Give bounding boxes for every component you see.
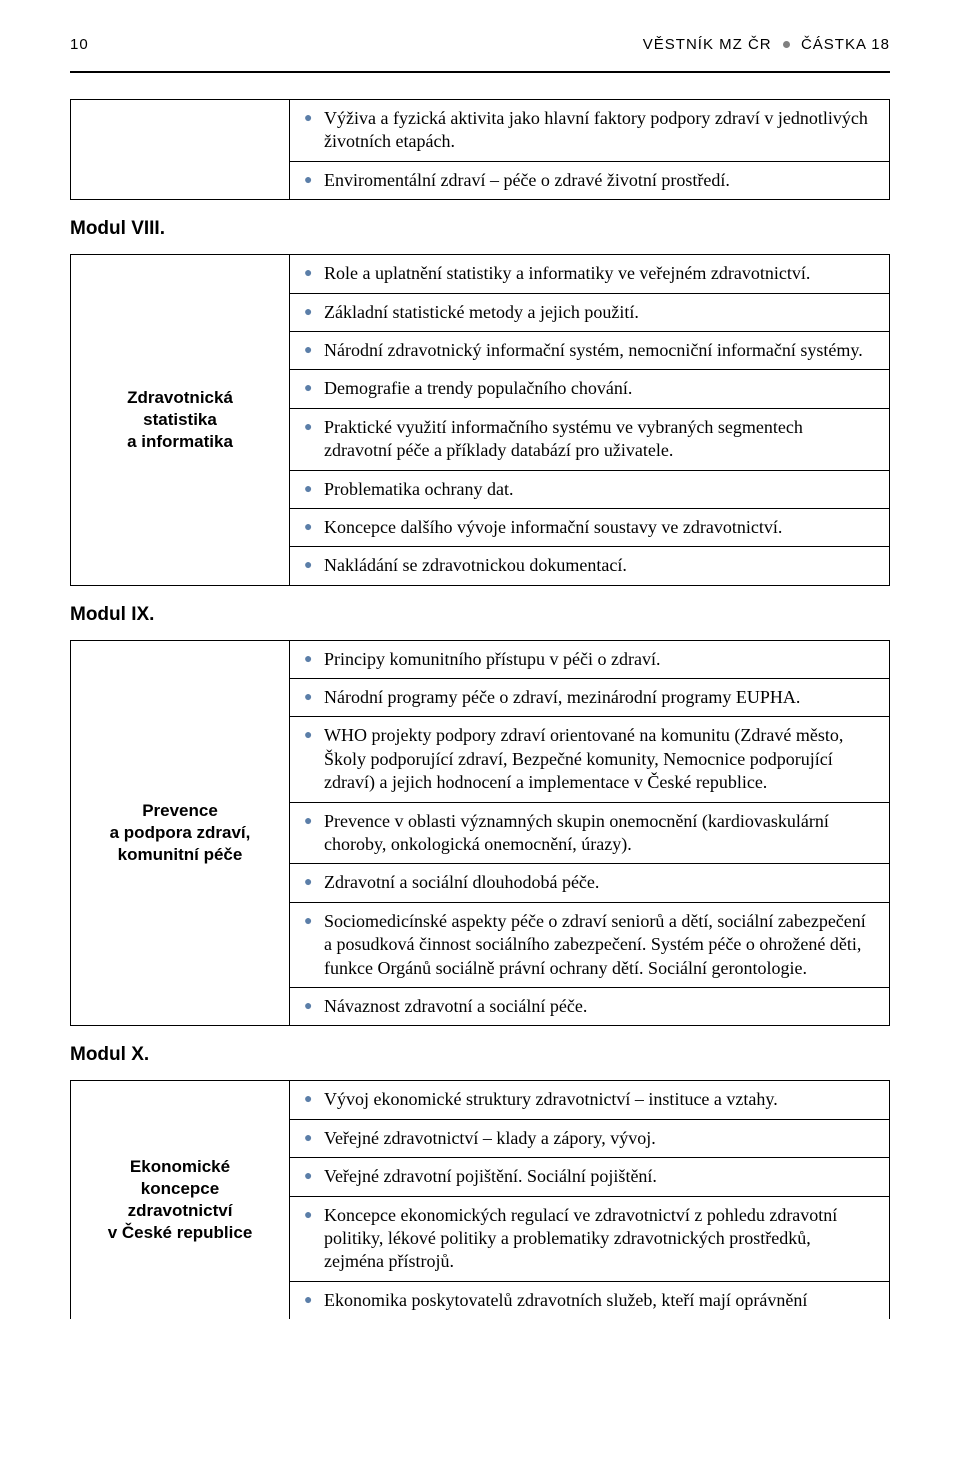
bullet-icon: ● bbox=[304, 169, 324, 192]
bullet-icon: ● bbox=[304, 377, 324, 400]
list-item: ●Praktické využití informačního systému … bbox=[304, 416, 875, 463]
bullet-icon: ● bbox=[304, 416, 324, 463]
bullet-text: Vývoj ekonomické struktury zdravotnictví… bbox=[324, 1088, 875, 1111]
list-item: ●Sociomedicínské aspekty péče o zdraví s… bbox=[304, 910, 875, 980]
module-heading: Modul X. bbox=[70, 1044, 890, 1066]
bullet-text: Sociomedicínské aspekty péče o zdraví se… bbox=[324, 910, 875, 980]
module-9-table: Prevence a podpora zdraví, komunitní péč… bbox=[70, 640, 890, 1027]
module-10-topic: Ekonomické koncepce zdravotnictví v Česk… bbox=[71, 1081, 290, 1319]
module-heading: Modul VIII. bbox=[70, 218, 890, 240]
list-item: ●Vývoj ekonomické struktury zdravotnictv… bbox=[304, 1088, 875, 1111]
bullet-text: Role a uplatnění statistiky a informatik… bbox=[324, 262, 875, 285]
list-item: ●Nakládání se zdravotnickou dokumentací. bbox=[304, 554, 875, 577]
bullet-text: Nakládání se zdravotnickou dokumentací. bbox=[324, 554, 875, 577]
list-item: ● Enviromentální zdraví – péče o zdravé … bbox=[304, 169, 875, 192]
bullet-text: Prevence v oblasti významných skupin one… bbox=[324, 810, 875, 857]
list-item: ●Veřejné zdravotní pojištění. Sociální p… bbox=[304, 1165, 875, 1188]
list-item: ●Role a uplatnění statistiky a informati… bbox=[304, 262, 875, 285]
list-item: ●Veřejné zdravotnictví – klady a zápory,… bbox=[304, 1127, 875, 1150]
bullet-text: Veřejné zdravotnictví – klady a zápory, … bbox=[324, 1127, 875, 1150]
bullet-icon: ● bbox=[304, 995, 324, 1018]
bullet-icon: ● bbox=[304, 1204, 324, 1274]
bullet-text: WHO projekty podpory zdraví orientované … bbox=[324, 724, 875, 794]
bullet-text: Výživa a fyzická aktivita jako hlavní fa… bbox=[324, 107, 875, 154]
bullet-icon: ● bbox=[304, 1127, 324, 1150]
list-item: ●Základní statistické metody a jejich po… bbox=[304, 301, 875, 324]
bullet-icon: ● bbox=[304, 554, 324, 577]
page-number: 10 bbox=[70, 36, 110, 53]
bullet-icon: ● bbox=[304, 107, 324, 154]
bullet-text: Koncepce dalšího vývoje informační soust… bbox=[324, 516, 875, 539]
page: 10 VĚSTNÍK MZ ČR ČÁSTKA 18 ● Výživa a fy… bbox=[0, 0, 960, 1319]
journal-name: VĚSTNÍK MZ ČR bbox=[643, 36, 772, 53]
bullet-text: Ekonomika poskytovatelů zdravotních služ… bbox=[324, 1289, 875, 1312]
bullet-icon: ● bbox=[304, 1088, 324, 1111]
bullet-icon: ● bbox=[304, 301, 324, 324]
header-title: VĚSTNÍK MZ ČR ČÁSTKA 18 bbox=[110, 36, 890, 53]
intro-table: ● Výživa a fyzická aktivita jako hlavní … bbox=[70, 99, 890, 200]
bullet-text: Praktické využití informačního systému v… bbox=[324, 416, 875, 463]
bullet-text: Veřejné zdravotní pojištění. Sociální po… bbox=[324, 1165, 875, 1188]
list-item: ●Problematika ochrany dat. bbox=[304, 478, 875, 501]
bullet-text: Problematika ochrany dat. bbox=[324, 478, 875, 501]
list-item: ●Koncepce ekonomických regulací ve zdrav… bbox=[304, 1204, 875, 1274]
bullet-text: Demografie a trendy populačního chování. bbox=[324, 377, 875, 400]
list-item: ●Principy komunitního přístupu v péči o … bbox=[304, 648, 875, 671]
list-item: ●Národní programy péče o zdraví, mezinár… bbox=[304, 686, 875, 709]
list-item: ●Demografie a trendy populačního chování… bbox=[304, 377, 875, 400]
bullet-icon: ● bbox=[304, 724, 324, 794]
bullet-text: Koncepce ekonomických regulací ve zdravo… bbox=[324, 1204, 875, 1274]
list-item: ●Koncepce dalšího vývoje informační sous… bbox=[304, 516, 875, 539]
header-rule bbox=[70, 71, 890, 73]
bullet-text: Enviromentální zdraví – péče o zdravé ži… bbox=[324, 169, 875, 192]
module-9-bullets: ●Principy komunitního přístupu v péči o … bbox=[290, 640, 890, 1026]
separator-dot-icon bbox=[783, 41, 790, 48]
module-9-topic: Prevence a podpora zdraví, komunitní péč… bbox=[71, 640, 290, 1026]
bullet-icon: ● bbox=[304, 262, 324, 285]
bullet-icon: ● bbox=[304, 478, 324, 501]
bullet-text: Národní programy péče o zdraví, mezináro… bbox=[324, 686, 875, 709]
list-item: ●Národní zdravotnický informační systém,… bbox=[304, 339, 875, 362]
bullet-icon: ● bbox=[304, 686, 324, 709]
bullet-icon: ● bbox=[304, 871, 324, 894]
bullet-icon: ● bbox=[304, 1289, 324, 1312]
bullet-text: Národní zdravotnický informační systém, … bbox=[324, 339, 875, 362]
intro-left-blank bbox=[71, 100, 290, 200]
list-item: ●WHO projekty podpory zdraví orientované… bbox=[304, 724, 875, 794]
bullet-text: Zdravotní a sociální dlouhodobá péče. bbox=[324, 871, 875, 894]
bullet-text: Základní statistické metody a jejich pou… bbox=[324, 301, 875, 324]
list-item: ●Prevence v oblasti významných skupin on… bbox=[304, 810, 875, 857]
bullet-text: Principy komunitního přístupu v péči o z… bbox=[324, 648, 875, 671]
module-8-bullets: ●Role a uplatnění statistiky a informati… bbox=[290, 255, 890, 586]
list-item: ●Zdravotní a sociální dlouhodobá péče. bbox=[304, 871, 875, 894]
module-8-topic: Zdravotnická statistika a informatika bbox=[71, 255, 290, 586]
module-heading: Modul IX. bbox=[70, 604, 890, 626]
issue-label: ČÁSTKA 18 bbox=[801, 36, 890, 53]
bullet-icon: ● bbox=[304, 1165, 324, 1188]
bullet-text: Návaznost zdravotní a sociální péče. bbox=[324, 995, 875, 1018]
bullet-icon: ● bbox=[304, 910, 324, 980]
module-10-bullets: ●Vývoj ekonomické struktury zdravotnictv… bbox=[290, 1081, 890, 1319]
module-8-table: Zdravotnická statistika a informatika ●R… bbox=[70, 254, 890, 586]
bullet-icon: ● bbox=[304, 810, 324, 857]
list-item: ●Ekonomika poskytovatelů zdravotních slu… bbox=[304, 1289, 875, 1312]
list-item: ●Návaznost zdravotní a sociální péče. bbox=[304, 995, 875, 1018]
bullet-icon: ● bbox=[304, 339, 324, 362]
module-10-table: Ekonomické koncepce zdravotnictví v Česk… bbox=[70, 1080, 890, 1319]
page-header: 10 VĚSTNÍK MZ ČR ČÁSTKA 18 bbox=[70, 36, 890, 53]
bullet-icon: ● bbox=[304, 516, 324, 539]
bullet-icon: ● bbox=[304, 648, 324, 671]
list-item: ● Výživa a fyzická aktivita jako hlavní … bbox=[304, 107, 875, 154]
intro-bullets: ● Výživa a fyzická aktivita jako hlavní … bbox=[290, 100, 890, 200]
